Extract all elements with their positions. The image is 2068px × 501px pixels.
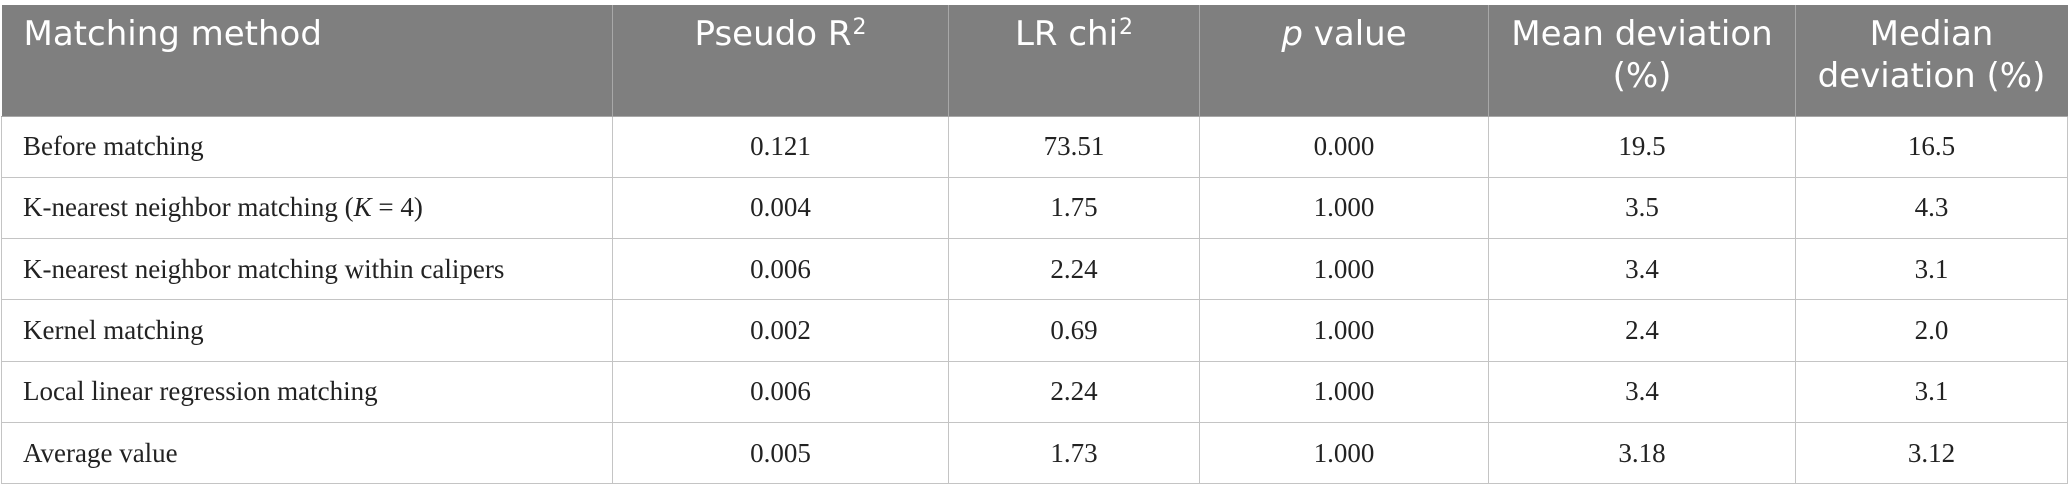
cell-method: Before matching [1, 115, 613, 178]
cell-pseudo-r2: 0.005 [612, 421, 949, 485]
header-matching-method-label: Matching method [23, 14, 322, 54]
cell-pseudo-r2: 0.006 [612, 238, 949, 301]
cell-lr-chi2: 73.51 [948, 115, 1200, 178]
cell-pseudo-r2: 0.004 [612, 176, 949, 240]
cell-p-value: 1.000 [1199, 421, 1489, 485]
header-pseudo-r2-label: Pseudo R [694, 14, 852, 54]
table-row: Average value 0.005 1.73 1.000 3.18 3.12 [1, 421, 2068, 485]
header-mean-deviation: Mean deviation (%) [1488, 5, 1796, 117]
header-row: Matching method Pseudo R2 LR chi2 p valu… [1, 5, 2068, 117]
results-table-container: Matching method Pseudo R2 LR chi2 p valu… [0, 5, 2068, 485]
header-lr-chi2: LR chi2 [948, 5, 1200, 117]
cell-mean-deviation: 2.4 [1488, 299, 1796, 362]
header-median-deviation-label: Median deviation (%) [1817, 14, 2046, 96]
cell-median-deviation: 3.1 [1795, 360, 2068, 423]
cell-p-value: 1.000 [1199, 360, 1489, 423]
table-row: K-nearest neighbor matching (K = 4) 0.00… [1, 176, 2068, 240]
cell-method: K-nearest neighbor matching within calip… [1, 238, 613, 301]
cell-p-value: 0.000 [1199, 115, 1489, 178]
cell-pseudo-r2: 0.121 [612, 115, 949, 178]
cell-median-deviation: 16.5 [1795, 115, 2068, 178]
cell-method: Local linear regression matching [1, 360, 613, 423]
cell-lr-chi2: 0.69 [948, 299, 1200, 362]
cell-method-italic: K [353, 192, 372, 223]
header-p-value-italic: p [1281, 14, 1303, 54]
cell-method-suffix: = 4) [371, 192, 423, 223]
header-pseudo-r2-sup: 2 [852, 15, 867, 40]
cell-method: Kernel matching [1, 299, 613, 362]
cell-p-value: 1.000 [1199, 176, 1489, 240]
cell-median-deviation: 3.12 [1795, 421, 2068, 485]
header-matching-method: Matching method [1, 5, 613, 117]
cell-mean-deviation: 3.4 [1488, 238, 1796, 301]
header-lr-chi2-label: LR chi [1014, 14, 1119, 54]
header-mean-deviation-label: Mean deviation (%) [1511, 14, 1773, 96]
matching-results-table: Matching method Pseudo R2 LR chi2 p valu… [1, 5, 2068, 485]
header-median-deviation: Median deviation (%) [1795, 5, 2068, 117]
cell-lr-chi2: 2.24 [948, 238, 1200, 301]
cell-pseudo-r2: 0.006 [612, 360, 949, 423]
cell-method: Average value [1, 421, 613, 485]
cell-mean-deviation: 3.5 [1488, 176, 1796, 240]
cell-method-prefix: K-nearest neighbor matching ( [23, 192, 354, 223]
cell-lr-chi2: 1.75 [948, 176, 1200, 240]
cell-median-deviation: 3.1 [1795, 238, 2068, 301]
cell-pseudo-r2: 0.002 [612, 299, 949, 362]
table-row: Local linear regression matching 0.006 2… [1, 360, 2068, 423]
cell-p-value: 1.000 [1199, 238, 1489, 301]
cell-p-value: 1.000 [1199, 299, 1489, 362]
header-pseudo-r2: Pseudo R2 [612, 5, 949, 117]
table-body: Before matching 0.121 73.51 0.000 19.5 1… [1, 115, 2068, 485]
cell-method: K-nearest neighbor matching (K = 4) [1, 176, 613, 240]
header-p-value-label: value [1302, 14, 1407, 54]
header-p-value: p value [1199, 5, 1489, 117]
cell-lr-chi2: 2.24 [948, 360, 1200, 423]
header-lr-chi2-sup: 2 [1119, 15, 1134, 40]
cell-lr-chi2: 1.73 [948, 421, 1200, 485]
cell-mean-deviation: 3.4 [1488, 360, 1796, 423]
cell-median-deviation: 2.0 [1795, 299, 2068, 362]
table-header: Matching method Pseudo R2 LR chi2 p valu… [1, 5, 2068, 117]
cell-mean-deviation: 3.18 [1488, 421, 1796, 485]
table-row: Before matching 0.121 73.51 0.000 19.5 1… [1, 115, 2068, 178]
cell-median-deviation: 4.3 [1795, 176, 2068, 240]
cell-mean-deviation: 19.5 [1488, 115, 1796, 178]
table-row: K-nearest neighbor matching within calip… [1, 238, 2068, 301]
table-row: Kernel matching 0.002 0.69 1.000 2.4 2.0 [1, 299, 2068, 362]
